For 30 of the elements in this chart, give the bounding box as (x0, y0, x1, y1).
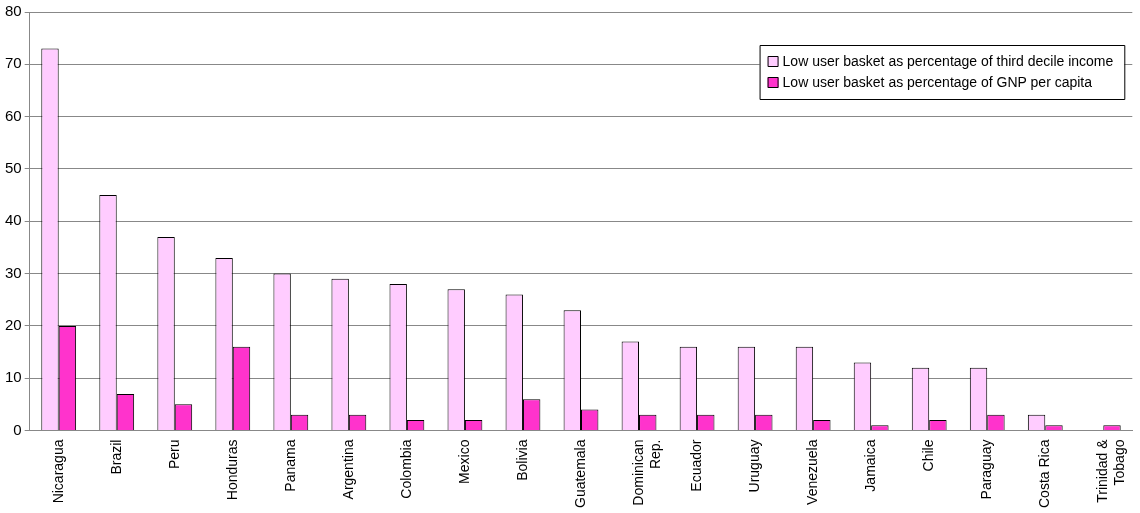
y-tick-label: 10 (5, 368, 22, 386)
x-tick-label: Trinidad & Tobago (1094, 438, 1127, 503)
x-tick-label: Guatemala (571, 439, 588, 508)
y-tick-label: 70 (5, 54, 22, 72)
x-tick-label: Argentina (339, 439, 356, 500)
x-tick-label: Jamaica (862, 439, 879, 492)
y-tick-label: 0 (13, 420, 22, 438)
y-tick-label: 30 (5, 263, 22, 281)
x-tick-label: Colombia (397, 439, 414, 499)
x-tick-label: Paraguay (978, 439, 995, 500)
y-tick-label: 80 (5, 2, 22, 20)
x-tick-label: Nicaragua (49, 439, 66, 504)
x-tick-label: Chile (920, 439, 937, 472)
y-tick-label: 20 (5, 316, 22, 334)
y-tick-label: 60 (5, 106, 22, 124)
x-tick-label: Honduras (223, 439, 240, 501)
x-tick-label: Uruguay (745, 439, 762, 493)
x-tick-label: Panama (281, 439, 298, 492)
x-tick-label: Bolivia (513, 439, 530, 481)
legend-label: Low user basket as percentage of third decile income (782, 52, 1114, 69)
legend-label: Low user basket as percentage of GNP per capita (782, 73, 1093, 90)
x-tick-label: Costa Rica (1036, 439, 1053, 508)
x-tick-label: Dominican Rep. (629, 439, 663, 506)
x-tick-label: Venezuela (803, 439, 820, 505)
x-tick-label: Ecuador (687, 439, 704, 492)
y-tick-label: 40 (5, 211, 22, 229)
y-tick-label: 50 (5, 159, 22, 177)
x-tick-label: Brazil (107, 439, 124, 475)
x-tick-label: Mexico (455, 439, 472, 484)
x-tick-label: Peru (165, 439, 182, 470)
